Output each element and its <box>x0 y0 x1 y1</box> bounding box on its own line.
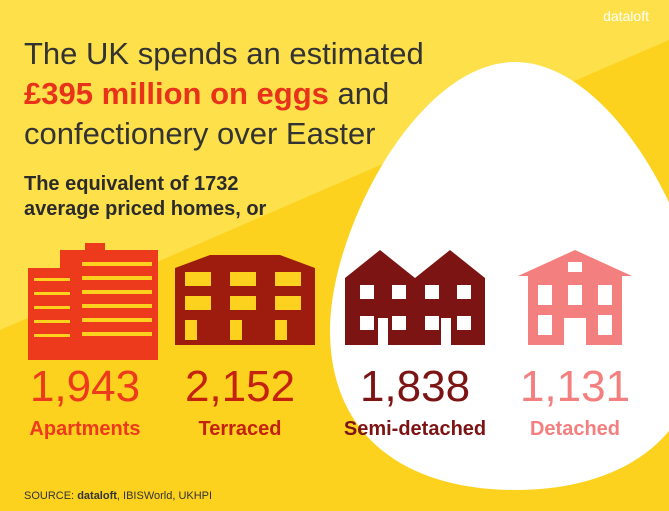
brand: dataloft <box>603 8 649 24</box>
item-label: Semi-detached <box>343 418 487 440</box>
subtitle-line: average priced homes, or <box>24 198 267 220</box>
source-rest: , IBISWorld, UKHPI <box>116 490 213 502</box>
egg <box>330 62 669 490</box>
title-line: confectionery over Easter <box>24 116 376 151</box>
semi-detached-windows <box>360 285 471 345</box>
apartment-windows <box>34 262 152 337</box>
subtitle-line: The equivalent of 1732 <box>24 173 239 195</box>
item-label: Terraced <box>198 418 282 440</box>
item-label: Apartments <box>29 418 141 440</box>
title-text: and <box>337 76 390 111</box>
item-value: 1,838 <box>359 362 471 411</box>
title-highlight: £395 million on eggs <box>24 76 329 111</box>
item-value: 2,152 <box>184 362 296 411</box>
source-prefix: SOURCE: <box>24 490 75 502</box>
detached-windows <box>538 262 612 345</box>
item-label: Detached <box>529 418 621 440</box>
title-line: The UK spends an estimated <box>24 36 424 71</box>
source: SOURCE: dataloft, IBISWorld, UKHPI <box>24 490 212 502</box>
item-value: 1,131 <box>519 362 631 411</box>
item-value: 1,943 <box>29 362 141 411</box>
terraced-windows <box>185 272 301 340</box>
title-line: £395 million on eggs and <box>24 76 389 112</box>
source-brand: dataloft <box>77 490 117 502</box>
